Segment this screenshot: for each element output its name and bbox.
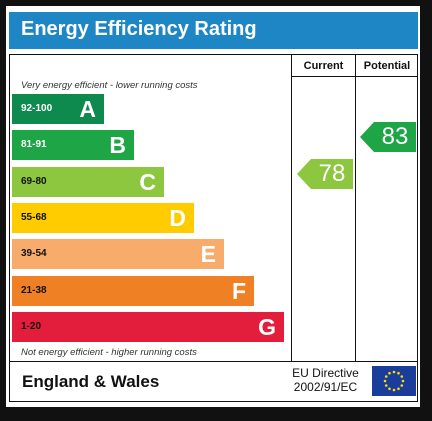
- eu-star: [397, 387, 400, 391]
- band-letter: A: [79, 96, 96, 122]
- band-range: 69-80: [21, 175, 47, 187]
- eu-star: [392, 388, 396, 392]
- current-rating-value: 78: [311, 158, 353, 189]
- rating-band-c: 69-80 C: [12, 166, 164, 197]
- top-note: Very energy efficient - lower running co…: [21, 80, 198, 91]
- bottom-note: Not energy efficient - higher running co…: [21, 347, 197, 358]
- eu-star: [388, 371, 391, 375]
- eu-star: [388, 387, 391, 391]
- band-range: 55-68: [21, 211, 47, 223]
- directive-line-1: EU Directive: [292, 366, 359, 380]
- band-range: 21-38: [21, 284, 47, 296]
- current-column-header: Current: [303, 60, 344, 72]
- title-bar: Energy Efficiency Rating: [9, 12, 418, 49]
- header-divider: [291, 76, 418, 77]
- eu-flag-icon: [372, 366, 416, 396]
- rating-band-f: 21-38 F: [12, 275, 254, 306]
- eu-stars: [383, 370, 405, 392]
- band-letter: C: [139, 168, 156, 195]
- eu-star: [392, 370, 396, 374]
- band-range: 1-20: [21, 320, 42, 332]
- band-letter: F: [231, 277, 246, 304]
- band-letter: E: [200, 241, 216, 268]
- band-letter: G: [258, 313, 276, 340]
- rating-band-a: 92-100 A: [12, 94, 104, 124]
- band-range: 39-54: [21, 248, 47, 260]
- band-range: 81-91: [21, 139, 47, 151]
- directive-label: EU Directive 2002/91/EC: [283, 366, 368, 394]
- arrow-tip: [360, 122, 374, 153]
- eu-star: [400, 375, 404, 378]
- eu-star: [401, 379, 405, 383]
- column-divider-current: [291, 54, 292, 362]
- eu-star: [383, 379, 387, 383]
- potential-column-header: Potential: [363, 60, 411, 72]
- eu-star: [397, 371, 400, 375]
- eu-star: [384, 375, 388, 378]
- chart-title: Energy Efficiency Rating: [21, 18, 257, 40]
- rating-band-g: 1-20 G: [12, 311, 284, 342]
- directive-line-2: 2002/91/EC: [293, 380, 358, 394]
- band-letter: B: [109, 132, 126, 159]
- eu-star: [400, 384, 404, 387]
- rating-band-b: 81-91 B: [12, 130, 134, 161]
- potential-rating-value: 83: [374, 122, 416, 153]
- region-label: England & Wales: [22, 372, 160, 391]
- arrow-tip: [297, 158, 311, 189]
- footer: [9, 362, 418, 402]
- chart-frame: [9, 54, 418, 362]
- band-letter: D: [169, 204, 186, 231]
- column-divider-potential: [355, 54, 356, 362]
- rating-band-d: 55-68 D: [12, 202, 194, 233]
- band-range: 92-100: [21, 103, 53, 114]
- eu-star: [384, 384, 388, 387]
- rating-band-e: 39-54 E: [12, 239, 224, 270]
